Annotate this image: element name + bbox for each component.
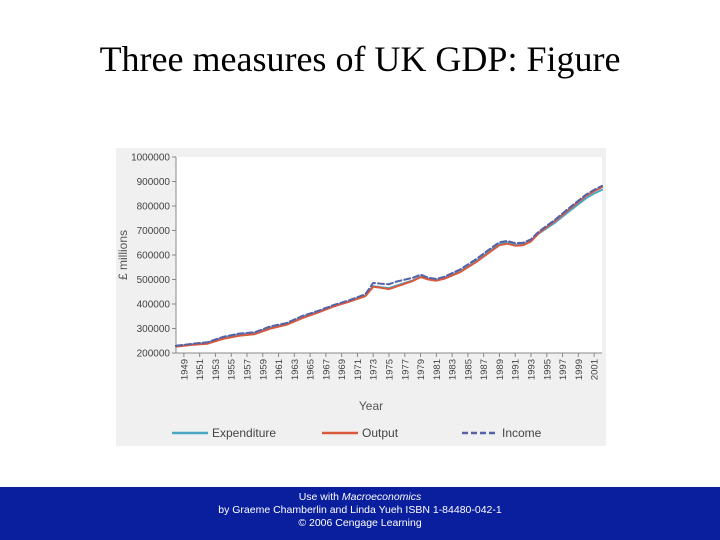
legend-label-income: Income bbox=[502, 426, 542, 440]
x-tick-label: 1997 bbox=[558, 359, 569, 380]
x-tick-label: 1979 bbox=[416, 359, 427, 380]
x-tick-label: 1955 bbox=[227, 359, 238, 380]
footer-authors: by Graeme Chamberlin and Linda Yueh ISBN… bbox=[218, 504, 502, 516]
x-tick-label: 1969 bbox=[337, 359, 348, 380]
y-tick-label: 700000 bbox=[137, 226, 171, 237]
x-axis-title: Year bbox=[359, 399, 383, 413]
x-tick-label: 1953 bbox=[211, 359, 222, 380]
x-tick-label: 1973 bbox=[369, 359, 380, 380]
x-tick-label: 1965 bbox=[306, 359, 317, 380]
x-tick-label: 1981 bbox=[432, 359, 443, 380]
chart-figure: 200000 300000 400000 500000 600000 700000 8000… bbox=[116, 148, 606, 446]
footer-copyright: © 2006 Cengage Learning bbox=[298, 517, 422, 529]
footer-banner: Use with Macroeconomics by Graeme Chambe… bbox=[0, 487, 720, 540]
x-tick-label: 1977 bbox=[400, 359, 411, 380]
series-line-income bbox=[175, 184, 603, 347]
x-tick-label: 1993 bbox=[527, 359, 538, 380]
x-tick-label: 1987 bbox=[479, 359, 490, 380]
line-chart: 200000 300000 400000 500000 600000 700000 8000… bbox=[116, 153, 603, 440]
x-tick-label: 1991 bbox=[511, 359, 522, 380]
x-tick-label: 1989 bbox=[495, 359, 506, 380]
x-tick-label: 1999 bbox=[574, 359, 585, 380]
x-tick-label: 1967 bbox=[321, 359, 332, 380]
footer-line-1: Use with Macroeconomics bbox=[0, 491, 720, 504]
y-axis-title: £ millions bbox=[116, 230, 130, 280]
y-tick-label: 900000 bbox=[137, 177, 171, 188]
x-tick-label: 1971 bbox=[353, 359, 364, 380]
footer-use-with: Use with bbox=[298, 491, 342, 503]
y-tick-label: 500000 bbox=[137, 275, 171, 286]
legend-label-expenditure: Expenditure bbox=[212, 426, 276, 440]
x-tick-label: 1963 bbox=[290, 359, 301, 380]
y-tick-label: 600000 bbox=[137, 251, 171, 262]
x-tick-label: 1995 bbox=[542, 359, 553, 380]
slide-title: Three measures of UK GDP: Figure bbox=[99, 39, 621, 79]
y-tick-label: 300000 bbox=[137, 324, 171, 335]
x-tick-label: 2001 bbox=[590, 359, 601, 380]
plot-area bbox=[176, 157, 602, 353]
footer-book-title: Macroeconomics bbox=[341, 491, 422, 503]
x-tick-label: 1957 bbox=[243, 359, 254, 380]
x-tick-label: 1975 bbox=[385, 359, 396, 380]
x-tick-label: 1983 bbox=[448, 359, 459, 380]
x-tick-label: 1959 bbox=[258, 359, 269, 380]
x-tick-label: 1985 bbox=[463, 359, 474, 380]
x-tick-label: 1951 bbox=[195, 359, 206, 380]
x-tick-label: 1949 bbox=[179, 359, 190, 380]
series-line-output bbox=[175, 186, 603, 348]
y-tick-label: 200000 bbox=[137, 349, 171, 360]
x-tick-label: 1961 bbox=[274, 359, 285, 380]
y-tick-label: 800000 bbox=[137, 202, 171, 213]
legend-label-output: Output bbox=[362, 426, 399, 440]
y-tick-label: 400000 bbox=[137, 300, 171, 311]
y-tick-label: 1000000 bbox=[131, 153, 170, 164]
